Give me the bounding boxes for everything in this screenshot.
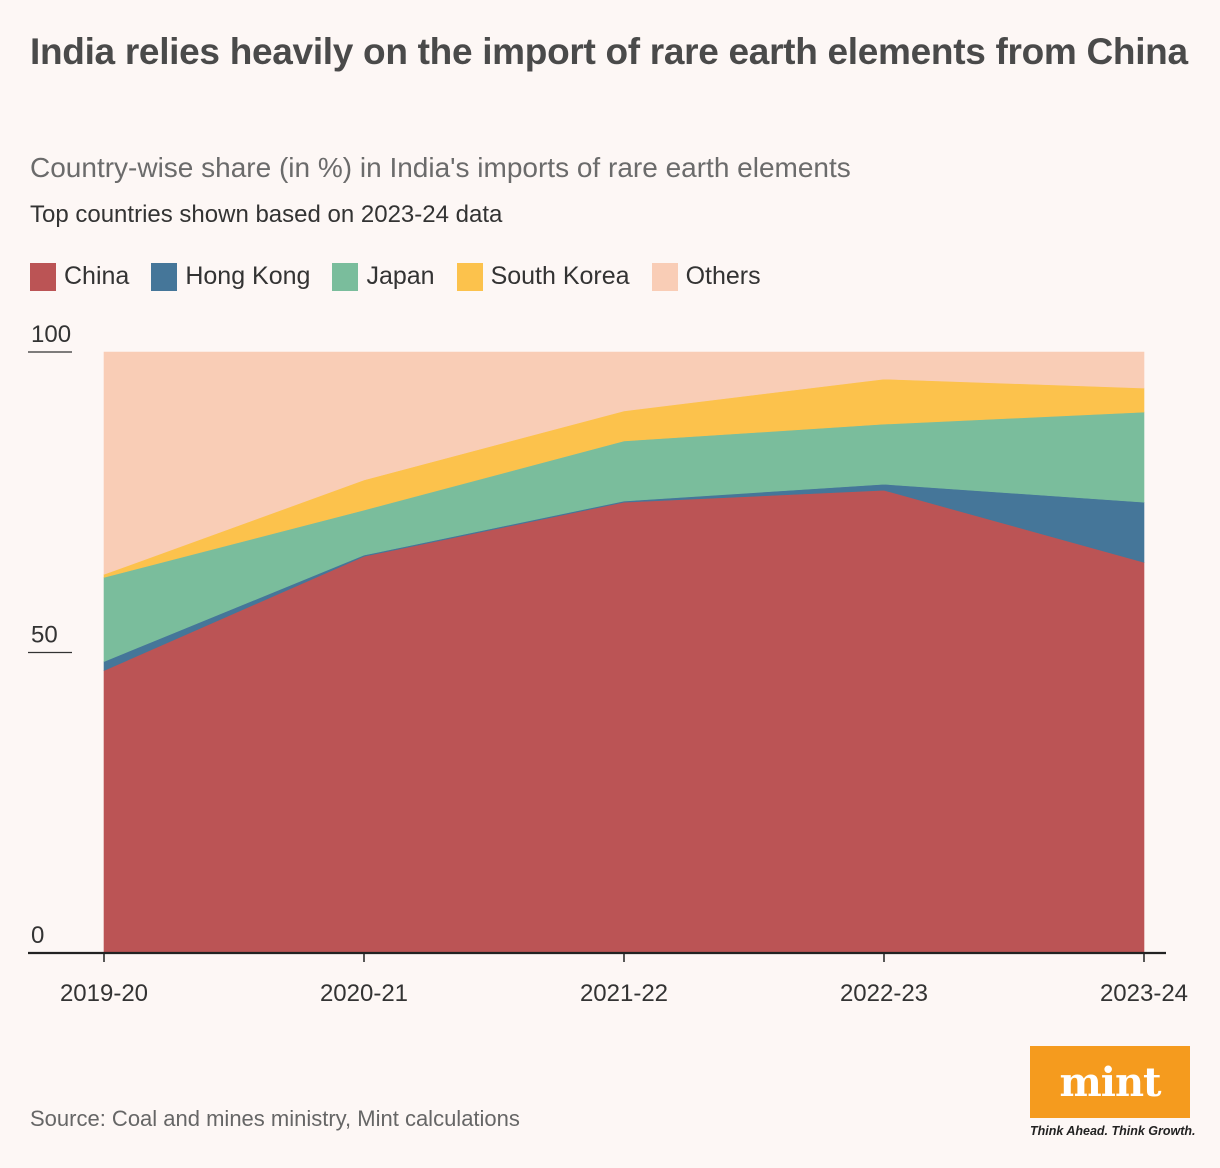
y-tick-label-50: 50 — [31, 622, 58, 649]
legend-item-china: China — [30, 262, 129, 291]
chart-subtitle: Country-wise share (in %) in India's imp… — [30, 152, 851, 183]
legend-item-japan: Japan — [332, 262, 435, 291]
x-tick-label-2021-22: 2021-22 — [580, 980, 668, 1007]
mint-logo: mint — [1030, 1046, 1190, 1118]
legend-item-others: Others — [651, 262, 761, 291]
legend-item-south-korea: South Korea — [456, 262, 630, 291]
legend-label-others: Others — [685, 262, 761, 290]
x-tick-label-2020-21: 2020-21 — [320, 980, 408, 1007]
mint-tagline: Think Ahead. Think Growth. — [1030, 1124, 1196, 1138]
x-tick-label-2023-24: 2023-24 — [1100, 980, 1188, 1007]
legend-swatch-hong-kong — [151, 262, 178, 291]
chart-title: India relies heavily on the import of ra… — [30, 31, 1188, 72]
x-tick-label-2022-23: 2022-23 — [840, 980, 928, 1007]
legend-swatch-china — [30, 262, 56, 291]
legend-label-south-korea: South Korea — [490, 262, 630, 290]
y-tick-label-100: 100 — [31, 321, 71, 348]
legend-label-japan: Japan — [366, 262, 435, 290]
mint-logo-text: mint — [1059, 1058, 1161, 1106]
legend-swatch-japan — [332, 262, 359, 291]
y-tick-label-0: 0 — [31, 922, 44, 949]
legend: China Hong Kong Japan South Korea Others — [30, 262, 783, 291]
legend-item-hong-kong: Hong Kong — [151, 262, 310, 291]
stacked-area-chart: 0 50 100 2019-20 2020-21 2021-22 2022-23 2023-2… — [28, 321, 1188, 1007]
x-tick-label-2019-20: 2019-20 — [60, 980, 148, 1007]
source-note: Source: Coal and mines ministry, Mint ca… — [30, 1106, 520, 1131]
legend-label-china: China — [64, 262, 130, 290]
legend-swatch-others — [651, 262, 678, 291]
area-others — [103, 351, 1145, 575]
chart-note: Top countries shown based on 2023-24 dat… — [30, 201, 503, 228]
legend-swatch-south-korea — [456, 262, 483, 291]
legend-label-hong-kong: Hong Kong — [185, 262, 311, 290]
